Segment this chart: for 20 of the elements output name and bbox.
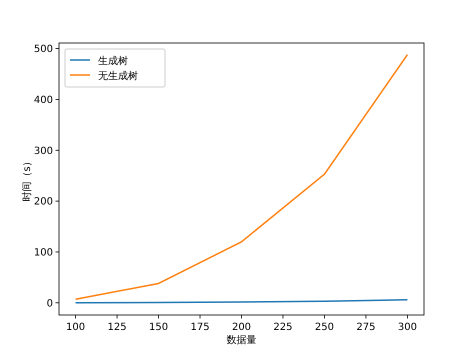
legend-label: 无生成树 [98, 70, 138, 82]
y-tick-label: 200 [34, 196, 53, 208]
x-axis-title: 数据量 [226, 334, 256, 346]
x-tick-label: 125 [108, 322, 127, 333]
x-tick-label: 100 [66, 322, 86, 333]
x-tick-label: 200 [232, 322, 252, 333]
x-tick-label: 275 [356, 322, 376, 333]
y-axis-title: 时间（s） [21, 156, 33, 202]
y-tick-label: 100 [34, 247, 53, 258]
x-tick-label: 250 [314, 322, 334, 333]
y-tick-label: 300 [34, 146, 53, 157]
y-tick-label: 400 [34, 94, 53, 106]
x-tick-label: 300 [398, 322, 417, 333]
legend-label: 生成树 [98, 55, 128, 67]
x-tick-label: 175 [190, 322, 210, 333]
x-tick-label: 225 [273, 322, 293, 333]
x-tick-label: 150 [149, 322, 168, 333]
y-tick-label: 500 [34, 44, 53, 56]
line-series [74, 54, 408, 300]
y-tick-label: 0 [46, 298, 53, 310]
